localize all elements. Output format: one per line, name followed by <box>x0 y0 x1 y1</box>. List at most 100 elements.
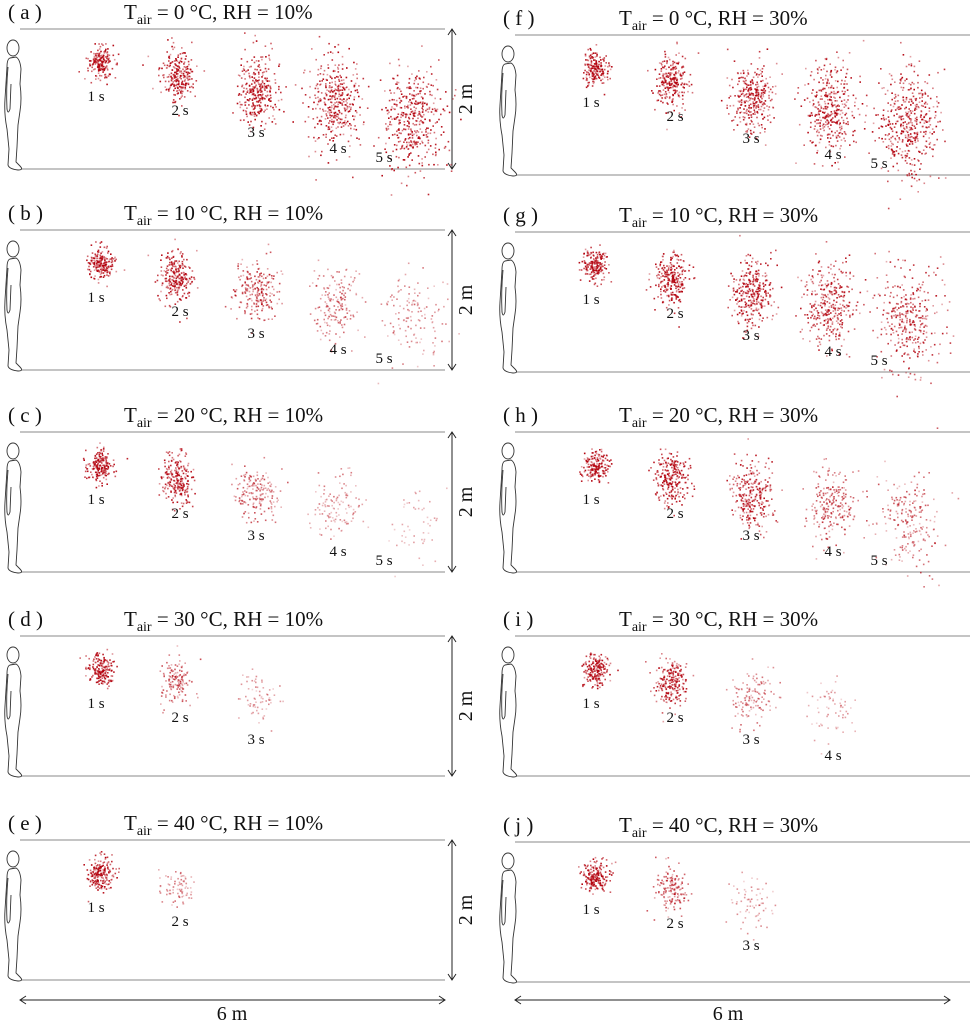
droplet <box>168 275 171 278</box>
droplet <box>671 99 674 101</box>
droplet <box>346 312 349 314</box>
droplet <box>100 272 103 274</box>
droplet <box>261 701 264 703</box>
droplet <box>416 341 418 344</box>
droplet <box>393 77 395 80</box>
droplet <box>661 97 663 99</box>
droplet <box>337 51 340 54</box>
droplet <box>393 528 396 531</box>
droplet <box>597 66 600 69</box>
droplet <box>587 82 590 84</box>
droplet <box>346 105 349 108</box>
droplet <box>100 275 102 278</box>
droplet <box>865 114 867 117</box>
droplet <box>761 126 763 129</box>
droplet <box>422 121 425 124</box>
droplet <box>410 340 413 343</box>
droplet <box>178 473 180 475</box>
droplet <box>97 270 99 272</box>
droplet <box>256 299 259 302</box>
droplet <box>408 141 410 144</box>
droplet <box>434 147 437 149</box>
droplet <box>827 125 829 128</box>
droplet <box>109 73 111 76</box>
droplet <box>831 164 833 167</box>
droplet <box>98 48 101 50</box>
droplet <box>176 688 178 690</box>
droplet <box>421 162 423 164</box>
droplet <box>266 90 269 93</box>
droplet <box>95 54 97 57</box>
droplet <box>675 54 677 56</box>
droplet <box>255 299 257 302</box>
droplet <box>430 65 432 68</box>
droplet <box>409 86 411 88</box>
droplet <box>331 98 333 100</box>
droplet <box>667 76 669 78</box>
droplet <box>755 137 758 140</box>
droplet <box>250 113 252 116</box>
droplet <box>257 282 260 284</box>
droplet <box>107 473 109 476</box>
droplet <box>340 79 343 82</box>
time-label: 2 s <box>171 914 188 930</box>
droplet <box>245 278 248 280</box>
droplet <box>106 862 109 864</box>
droplet <box>352 517 354 520</box>
droplet <box>432 153 434 156</box>
height-label: 2 m <box>455 690 477 721</box>
droplet <box>104 73 107 76</box>
droplet <box>353 128 355 130</box>
droplet <box>665 75 668 78</box>
droplet <box>751 79 753 81</box>
droplet <box>259 273 261 275</box>
droplet <box>676 105 678 107</box>
droplet <box>99 263 102 266</box>
droplet <box>327 67 330 69</box>
droplet <box>108 61 110 63</box>
droplet <box>261 80 264 82</box>
droplet <box>253 520 255 522</box>
droplet <box>103 469 105 472</box>
droplet <box>107 461 110 464</box>
droplet <box>396 298 398 300</box>
droplet <box>272 688 274 690</box>
droplet <box>666 83 668 86</box>
droplet <box>167 883 170 885</box>
droplet <box>678 91 681 94</box>
droplet <box>326 293 329 296</box>
droplet <box>336 283 338 286</box>
droplet <box>742 118 745 121</box>
droplet <box>102 71 104 73</box>
droplet <box>733 129 735 131</box>
droplet <box>168 682 171 685</box>
droplet <box>94 53 97 55</box>
droplet <box>103 256 105 258</box>
droplet <box>391 118 393 120</box>
droplet <box>181 690 184 693</box>
droplet <box>827 94 829 97</box>
droplet <box>335 309 337 311</box>
droplet <box>173 488 176 491</box>
droplet <box>108 887 111 890</box>
droplet <box>422 353 424 355</box>
droplet <box>752 94 755 97</box>
droplet <box>273 118 276 120</box>
droplet <box>338 503 341 506</box>
droplet <box>423 538 426 541</box>
droplet <box>118 867 120 870</box>
droplet <box>176 300 179 303</box>
droplet <box>98 874 100 876</box>
droplet <box>354 511 357 513</box>
droplet <box>816 94 818 96</box>
panel-letter: ( d ) <box>8 607 43 631</box>
droplet <box>435 137 437 140</box>
droplet <box>182 482 184 485</box>
droplet <box>253 80 256 83</box>
droplet <box>102 68 105 71</box>
droplet <box>165 267 168 270</box>
droplet <box>103 59 106 62</box>
droplet <box>601 73 603 75</box>
droplet <box>97 474 99 477</box>
droplet <box>359 106 361 109</box>
